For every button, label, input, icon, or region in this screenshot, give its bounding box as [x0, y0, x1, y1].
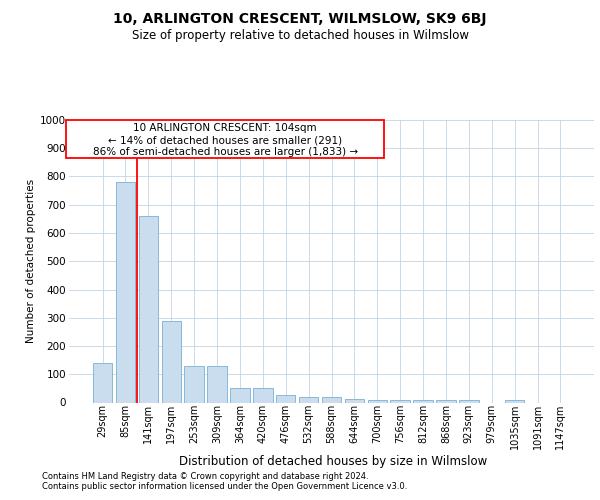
- Bar: [413, 400, 433, 402]
- Y-axis label: Number of detached properties: Number of detached properties: [26, 179, 36, 344]
- Bar: [161, 320, 181, 402]
- Text: 10, ARLINGTON CRESCENT, WILMSLOW, SK9 6BJ: 10, ARLINGTON CRESCENT, WILMSLOW, SK9 6B…: [113, 12, 487, 26]
- Bar: [184, 366, 204, 403]
- Bar: [391, 400, 410, 402]
- Bar: [436, 400, 455, 402]
- Bar: [253, 388, 272, 402]
- Text: 10 ARLINGTON CRESCENT: 104sqm: 10 ARLINGTON CRESCENT: 104sqm: [133, 124, 317, 134]
- Text: Size of property relative to detached houses in Wilmslow: Size of property relative to detached ho…: [131, 29, 469, 42]
- Text: ← 14% of detached houses are smaller (291): ← 14% of detached houses are smaller (29…: [108, 135, 342, 145]
- Bar: [344, 399, 364, 402]
- Bar: [230, 388, 250, 402]
- Bar: [276, 394, 295, 402]
- Bar: [208, 366, 227, 403]
- Bar: [505, 400, 524, 402]
- Text: Distribution of detached houses by size in Wilmslow: Distribution of detached houses by size …: [179, 455, 487, 468]
- Bar: [93, 363, 112, 403]
- Text: Contains HM Land Registry data © Crown copyright and database right 2024.: Contains HM Land Registry data © Crown c…: [42, 472, 368, 481]
- Bar: [139, 216, 158, 402]
- Bar: [322, 398, 341, 402]
- Text: Contains public sector information licensed under the Open Government Licence v3: Contains public sector information licen…: [42, 482, 407, 491]
- Bar: [116, 182, 135, 402]
- Bar: [299, 398, 319, 402]
- Text: 86% of semi-detached houses are larger (1,833) →: 86% of semi-detached houses are larger (…: [92, 147, 358, 157]
- FancyBboxPatch shape: [67, 120, 384, 158]
- Bar: [368, 400, 387, 402]
- Bar: [459, 400, 479, 402]
